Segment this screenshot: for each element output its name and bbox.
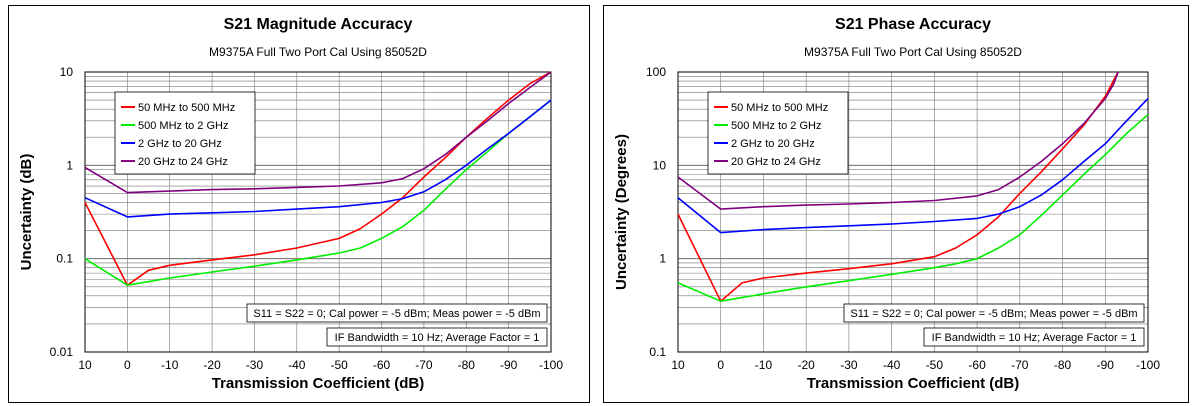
y-tick-label: 1 <box>659 252 666 266</box>
legend-entry: 500 MHz to 2 GHz <box>731 120 821 132</box>
y-tick-label: 0.01 <box>50 345 74 359</box>
legend-box <box>707 91 849 175</box>
x-tick-label: -60 <box>968 358 986 372</box>
x-tick-label: -40 <box>883 358 901 372</box>
plot-frame <box>677 71 1149 353</box>
x-tick-label: 0 <box>717 358 724 372</box>
series-line-0 <box>677 71 1119 302</box>
x-tick-label: -60 <box>373 358 391 372</box>
x-tick-label: -30 <box>840 358 858 372</box>
legend-entry: 500 MHz to 2 GHz <box>138 120 228 132</box>
x-tick-label: 10 <box>78 358 92 372</box>
legend: 50 MHz to 500 MHz 500 MHz to 2 GHz 2 GHz t… <box>114 91 256 175</box>
legend-entry: 20 GHz to 24 GHz <box>138 156 228 168</box>
legend-box <box>114 91 256 175</box>
x-tick-label: -80 <box>1054 358 1072 372</box>
x-tick-label: -90 <box>500 358 518 372</box>
x-tick-label: -100 <box>1136 358 1160 372</box>
x-tick-label: 0 <box>124 358 131 372</box>
chart-note: IF Bandwidth = 10 Hz; Average Factor = 1 <box>932 332 1137 344</box>
y-axis-label: Uncertainty (Degrees) <box>613 134 630 290</box>
magnitude-chart-panel: S21 Magnitude Accuracy M9375A Full Two Po… <box>8 5 590 403</box>
note-box <box>246 303 548 323</box>
series-line-3 <box>84 71 552 194</box>
x-tick-label: -80 <box>458 358 476 372</box>
series-line-0 <box>84 71 552 286</box>
x-tick-label: -90 <box>1097 358 1115 372</box>
legend: 50 MHz to 500 MHz 500 MHz to 2 GHz 2 GHz t… <box>707 91 849 175</box>
chart-note: IF Bandwidth = 10 Hz; Average Factor = 1 <box>335 332 540 344</box>
legend-entry: 50 MHz to 500 MHz <box>138 102 235 114</box>
chart-note: S11 = S22 = 0; Cal power = -5 dBm; Meas … <box>253 308 540 320</box>
magnitude-chart: S21 Magnitude Accuracy M9375A Full Two Po… <box>18 16 563 392</box>
x-tick-label: -40 <box>288 358 306 372</box>
chart-title: S21 Phase Accuracy <box>835 16 991 33</box>
x-tick-label: -70 <box>415 358 433 372</box>
note-box <box>843 303 1145 323</box>
legend-entry: 20 GHz to 24 GHz <box>731 156 821 168</box>
series-line-3 <box>677 71 1119 210</box>
x-tick-label: -70 <box>1011 358 1029 372</box>
x-tick-label: -10 <box>161 358 179 372</box>
phase-chart: S21 Phase Accuracy M9375A Full Two Port C… <box>613 16 1160 392</box>
x-tick-label: -50 <box>331 358 349 372</box>
series-line-2 <box>677 97 1149 234</box>
y-tick-label: 1 <box>66 158 73 172</box>
y-tick-label: 0.1 <box>649 345 666 359</box>
series-line-1 <box>84 99 552 286</box>
note-box <box>923 327 1145 347</box>
x-tick-label: -20 <box>203 358 221 372</box>
chart-note: S11 = S22 = 0; Cal power = -5 dBm; Meas … <box>850 308 1137 320</box>
x-tick-label: -20 <box>798 358 816 372</box>
chart-title: S21 Magnitude Accuracy <box>224 16 413 33</box>
plot-frame <box>84 71 552 353</box>
x-tick-label: -100 <box>539 358 563 372</box>
legend-entry: 2 GHz to 20 GHz <box>731 138 815 150</box>
y-tick-label: 100 <box>646 65 666 79</box>
chart-subtitle: M9375A Full Two Port Cal Using 85052D <box>804 45 1022 59</box>
y-axis-label: Uncertainty (dB) <box>18 154 35 271</box>
y-tick-label: 10 <box>60 65 74 79</box>
legend-entry: 50 MHz to 500 MHz <box>731 102 828 114</box>
y-tick-label: 10 <box>653 158 667 172</box>
x-tick-label: -30 <box>246 358 264 372</box>
x-tick-label: -10 <box>755 358 773 372</box>
legend-entry: 2 GHz to 20 GHz <box>138 138 222 150</box>
series-line-2 <box>84 99 552 218</box>
series-line-1 <box>677 113 1149 302</box>
phase-chart-panel: S21 Phase Accuracy M9375A Full Two Port C… <box>603 5 1189 403</box>
note-box <box>326 327 548 347</box>
x-axis-label: Transmission Coefficient (dB) <box>212 375 425 392</box>
y-tick-label: 0.1 <box>56 252 73 266</box>
chart-subtitle: M9375A Full Two Port Cal Using 85052D <box>209 45 427 59</box>
x-tick-label: -50 <box>926 358 944 372</box>
x-axis-label: Transmission Coefficient (dB) <box>807 375 1020 392</box>
x-tick-label: 10 <box>671 358 685 372</box>
